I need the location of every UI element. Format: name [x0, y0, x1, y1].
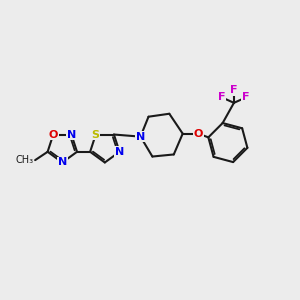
Text: CH₃: CH₃	[15, 155, 33, 165]
Text: F: F	[242, 92, 250, 103]
Text: F: F	[230, 85, 238, 95]
Text: F: F	[218, 92, 226, 103]
Text: N: N	[67, 130, 76, 140]
Text: N: N	[58, 158, 67, 167]
Text: S: S	[92, 130, 100, 140]
Text: N: N	[115, 147, 124, 157]
Text: N: N	[136, 132, 145, 142]
Text: O: O	[49, 130, 58, 140]
Text: O: O	[194, 129, 203, 139]
